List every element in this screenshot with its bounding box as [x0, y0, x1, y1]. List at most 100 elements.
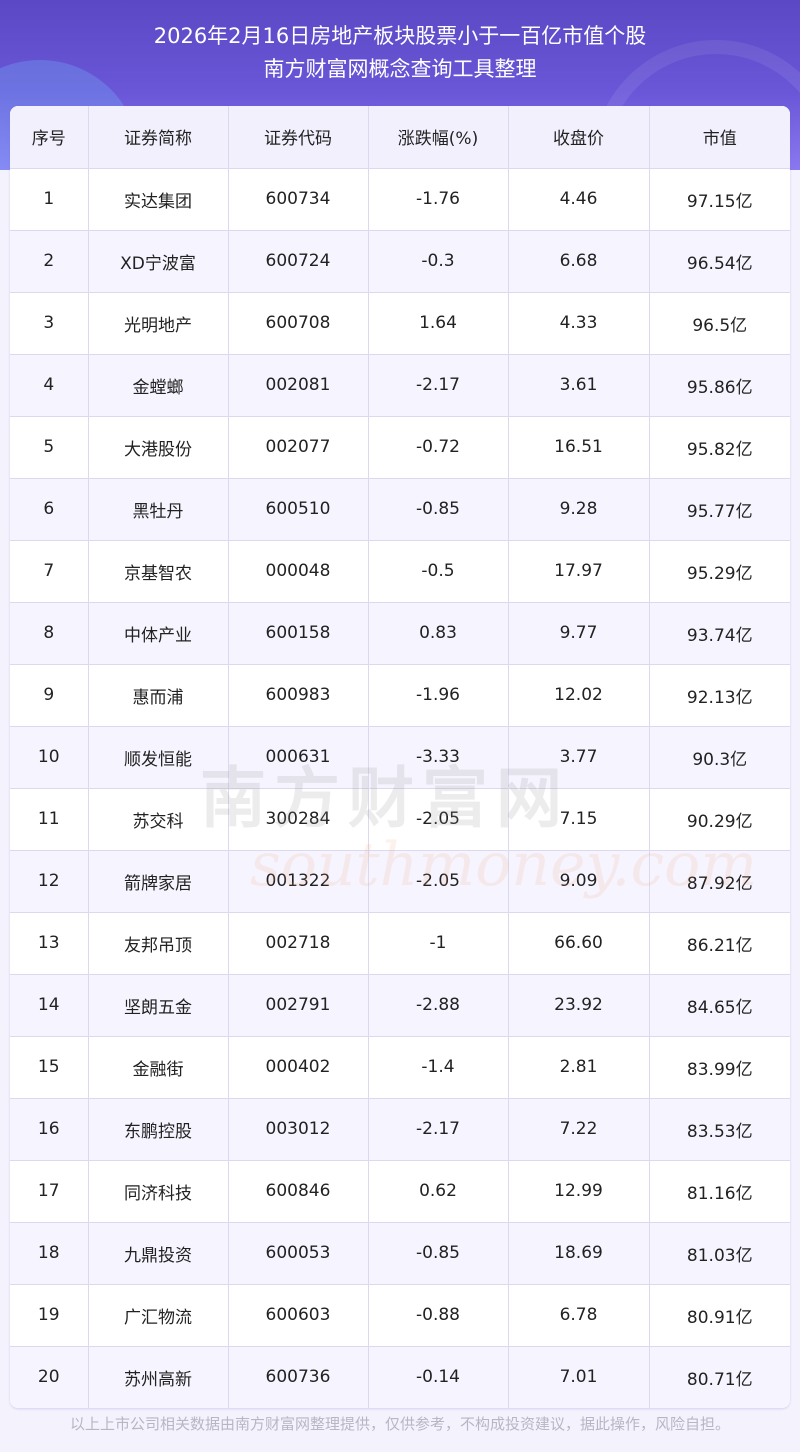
cell-name: 坚朗五金	[88, 974, 229, 1037]
cell-market-cap: 80.91亿	[649, 1284, 790, 1347]
column-header-change-pct: 涨跌幅(%)	[368, 106, 509, 169]
cell-index: 7	[10, 540, 89, 603]
cell-market-cap: 86.21亿	[649, 912, 790, 975]
cell-name: 光明地产	[88, 292, 229, 355]
cell-close-price: 18.69	[508, 1222, 650, 1285]
cell-index: 17	[10, 1160, 89, 1223]
table-row: 18 九鼎投资 600053 -0.85 18.69 81.03亿	[10, 1222, 790, 1285]
table-row: 13 友邦吊顶 002718 -1 66.60 86.21亿	[10, 912, 790, 975]
cell-market-cap: 95.82亿	[649, 416, 790, 479]
cell-name: 中体产业	[88, 602, 229, 665]
cell-close-price: 7.15	[508, 788, 650, 851]
cell-close-price: 16.51	[508, 416, 650, 479]
cell-market-cap: 81.16亿	[649, 1160, 790, 1223]
cell-name: 黑牡丹	[88, 478, 229, 541]
cell-change-pct: -2.05	[368, 850, 509, 913]
table-row: 9 惠而浦 600983 -1.96 12.02 92.13亿	[10, 664, 790, 727]
cell-index: 20	[10, 1346, 89, 1408]
cell-change-pct: -1.4	[368, 1036, 509, 1099]
cell-name: 同济科技	[88, 1160, 229, 1223]
cell-change-pct: -0.14	[368, 1346, 509, 1408]
table-row: 16 东鹏控股 003012 -2.17 7.22 83.53亿	[10, 1098, 790, 1161]
cell-index: 3	[10, 292, 89, 355]
cell-name: 金螳螂	[88, 354, 229, 417]
cell-close-price: 4.33	[508, 292, 650, 355]
cell-change-pct: -1.76	[368, 168, 509, 231]
table-row: 11 苏交科 300284 -2.05 7.15 90.29亿	[10, 788, 790, 851]
cell-name: 东鹏控股	[88, 1098, 229, 1161]
cell-name: 箭牌家居	[88, 850, 229, 913]
table-row: 4 金螳螂 002081 -2.17 3.61 95.86亿	[10, 354, 790, 417]
cell-code: 002077	[228, 416, 369, 479]
page-title: 2026年2月16日房地产板块股票小于一百亿市值个股 南方财富网概念查询工具整理	[0, 20, 800, 86]
cell-name: 苏交科	[88, 788, 229, 851]
cell-code: 000631	[228, 726, 369, 789]
table-row: 19 广汇物流 600603 -0.88 6.78 80.91亿	[10, 1284, 790, 1347]
cell-market-cap: 97.15亿	[649, 168, 790, 231]
cell-name: XD宁波富	[88, 230, 229, 293]
cell-index: 15	[10, 1036, 89, 1099]
cell-name: 苏州高新	[88, 1346, 229, 1408]
disclaimer: 以上上市公司相关数据由南方财富网整理提供，仅供参考，不构成投资建议，据此操作，风…	[69, 1415, 730, 1433]
cell-code: 600983	[228, 664, 369, 727]
cell-index: 12	[10, 850, 89, 913]
cell-close-price: 6.78	[508, 1284, 650, 1347]
stock-table-card: 序号 证券简称 证券代码 涨跌幅(%) 收盘价 市值 1 实达集团 600734 -1.76 4.…	[10, 106, 790, 1408]
cell-name: 京基智农	[88, 540, 229, 603]
table-row: 20 苏州高新 600736 -0.14 7.01 80.71亿	[10, 1346, 790, 1408]
cell-index: 8	[10, 602, 89, 665]
table-row: 3 光明地产 600708 1.64 4.33 96.5亿	[10, 292, 790, 355]
table-row: 12 箭牌家居 001322 -2.05 9.09 87.92亿	[10, 850, 790, 913]
cell-close-price: 17.97	[508, 540, 650, 603]
cell-change-pct: -0.3	[368, 230, 509, 293]
cell-name: 九鼎投资	[88, 1222, 229, 1285]
cell-change-pct: -0.5	[368, 540, 509, 603]
cell-code: 002791	[228, 974, 369, 1037]
cell-close-price: 9.28	[508, 478, 650, 541]
cell-change-pct: 1.64	[368, 292, 509, 355]
cell-code: 600708	[228, 292, 369, 355]
cell-close-price: 2.81	[508, 1036, 650, 1099]
cell-market-cap: 84.65亿	[649, 974, 790, 1037]
cell-code: 001322	[228, 850, 369, 913]
cell-index: 1	[10, 168, 89, 231]
cell-market-cap: 96.54亿	[649, 230, 790, 293]
cell-name: 广汇物流	[88, 1284, 229, 1347]
cell-change-pct: -1.96	[368, 664, 509, 727]
cell-close-price: 12.02	[508, 664, 650, 727]
cell-change-pct: 0.62	[368, 1160, 509, 1223]
cell-close-price: 7.22	[508, 1098, 650, 1161]
cell-code: 600510	[228, 478, 369, 541]
cell-index: 6	[10, 478, 89, 541]
cell-market-cap: 90.29亿	[649, 788, 790, 851]
table-row: 8 中体产业 600158 0.83 9.77 93.74亿	[10, 602, 790, 665]
cell-code: 600158	[228, 602, 369, 665]
cell-index: 10	[10, 726, 89, 789]
cell-change-pct: -2.88	[368, 974, 509, 1037]
cell-close-price: 7.01	[508, 1346, 650, 1408]
column-header-name: 证券简称	[88, 106, 229, 169]
cell-change-pct: -2.17	[368, 1098, 509, 1161]
cell-code: 600736	[228, 1346, 369, 1408]
cell-code: 600603	[228, 1284, 369, 1347]
cell-code: 003012	[228, 1098, 369, 1161]
table-row: 17 同济科技 600846 0.62 12.99 81.16亿	[10, 1160, 790, 1223]
cell-code: 000048	[228, 540, 369, 603]
cell-close-price: 9.77	[508, 602, 650, 665]
cell-market-cap: 90.3亿	[649, 726, 790, 789]
cell-code: 002718	[228, 912, 369, 975]
column-header-market-cap: 市值	[649, 106, 790, 169]
cell-code: 000402	[228, 1036, 369, 1099]
cell-index: 16	[10, 1098, 89, 1161]
cell-name: 金融街	[88, 1036, 229, 1099]
cell-market-cap: 96.5亿	[649, 292, 790, 355]
cell-close-price: 66.60	[508, 912, 650, 975]
cell-market-cap: 95.29亿	[649, 540, 790, 603]
column-header-code: 证券代码	[228, 106, 369, 169]
cell-close-price: 4.46	[508, 168, 650, 231]
cell-change-pct: -2.05	[368, 788, 509, 851]
cell-change-pct: -0.88	[368, 1284, 509, 1347]
cell-index: 13	[10, 912, 89, 975]
cell-name: 友邦吊顶	[88, 912, 229, 975]
title-line-2: 南方财富网概念查询工具整理	[263, 57, 537, 81]
